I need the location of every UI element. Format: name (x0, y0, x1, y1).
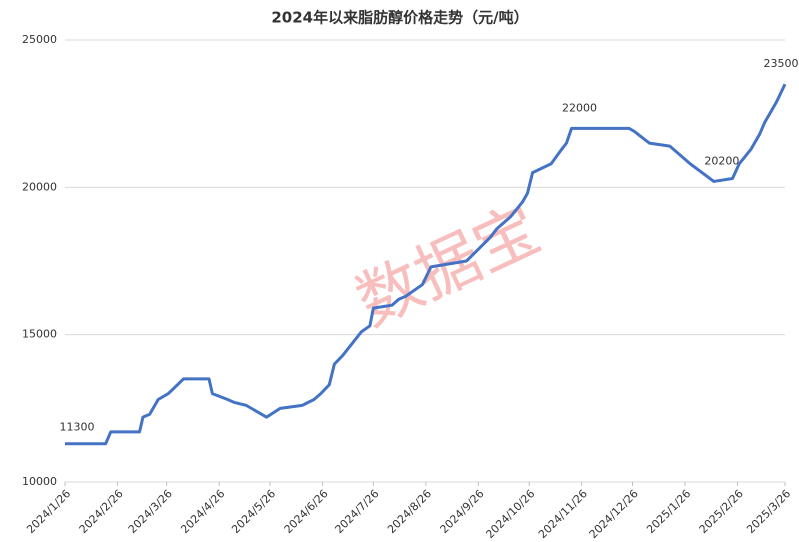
data-label: 20200 (704, 154, 739, 167)
y-tick-label: 10000 (22, 475, 57, 488)
x-tick-label: 2024/7/26 (332, 487, 381, 536)
x-tick-label: 2025/1/26 (644, 487, 693, 536)
series-line (65, 83, 787, 446)
y-tick-label: 15000 (22, 328, 57, 341)
x-tick-label: 2025/3/26 (744, 487, 793, 536)
x-tick-label: 2024/10/26 (483, 487, 537, 541)
data-label: 23500 (764, 57, 799, 70)
x-tick-label: 2024/3/26 (126, 487, 175, 536)
x-tick-label: 2024/1/26 (24, 487, 73, 536)
x-tick-label: 2025/2/26 (697, 487, 746, 536)
watermark: 数据宝 (346, 193, 551, 341)
x-tick-label: 2024/4/26 (178, 487, 227, 536)
x-tick-label: 2024/6/26 (282, 487, 331, 536)
x-tick-label: 2024/8/26 (385, 487, 434, 536)
x-tick-label: 2024/11/26 (536, 487, 590, 541)
data-label: 11300 (60, 421, 95, 434)
x-tick-label: 2024/5/26 (229, 487, 278, 536)
x-tick-label: 2024/12/26 (587, 487, 641, 541)
x-tick-label: 2024/9/26 (438, 487, 487, 536)
chart-title: 2024年以来脂肪醇价格走势（元/吨） (271, 9, 528, 27)
data-label: 22000 (562, 101, 597, 114)
x-tick-label: 2024/2/26 (77, 487, 126, 536)
y-tick-label: 25000 (22, 33, 57, 46)
y-tick-label: 20000 (22, 180, 57, 193)
